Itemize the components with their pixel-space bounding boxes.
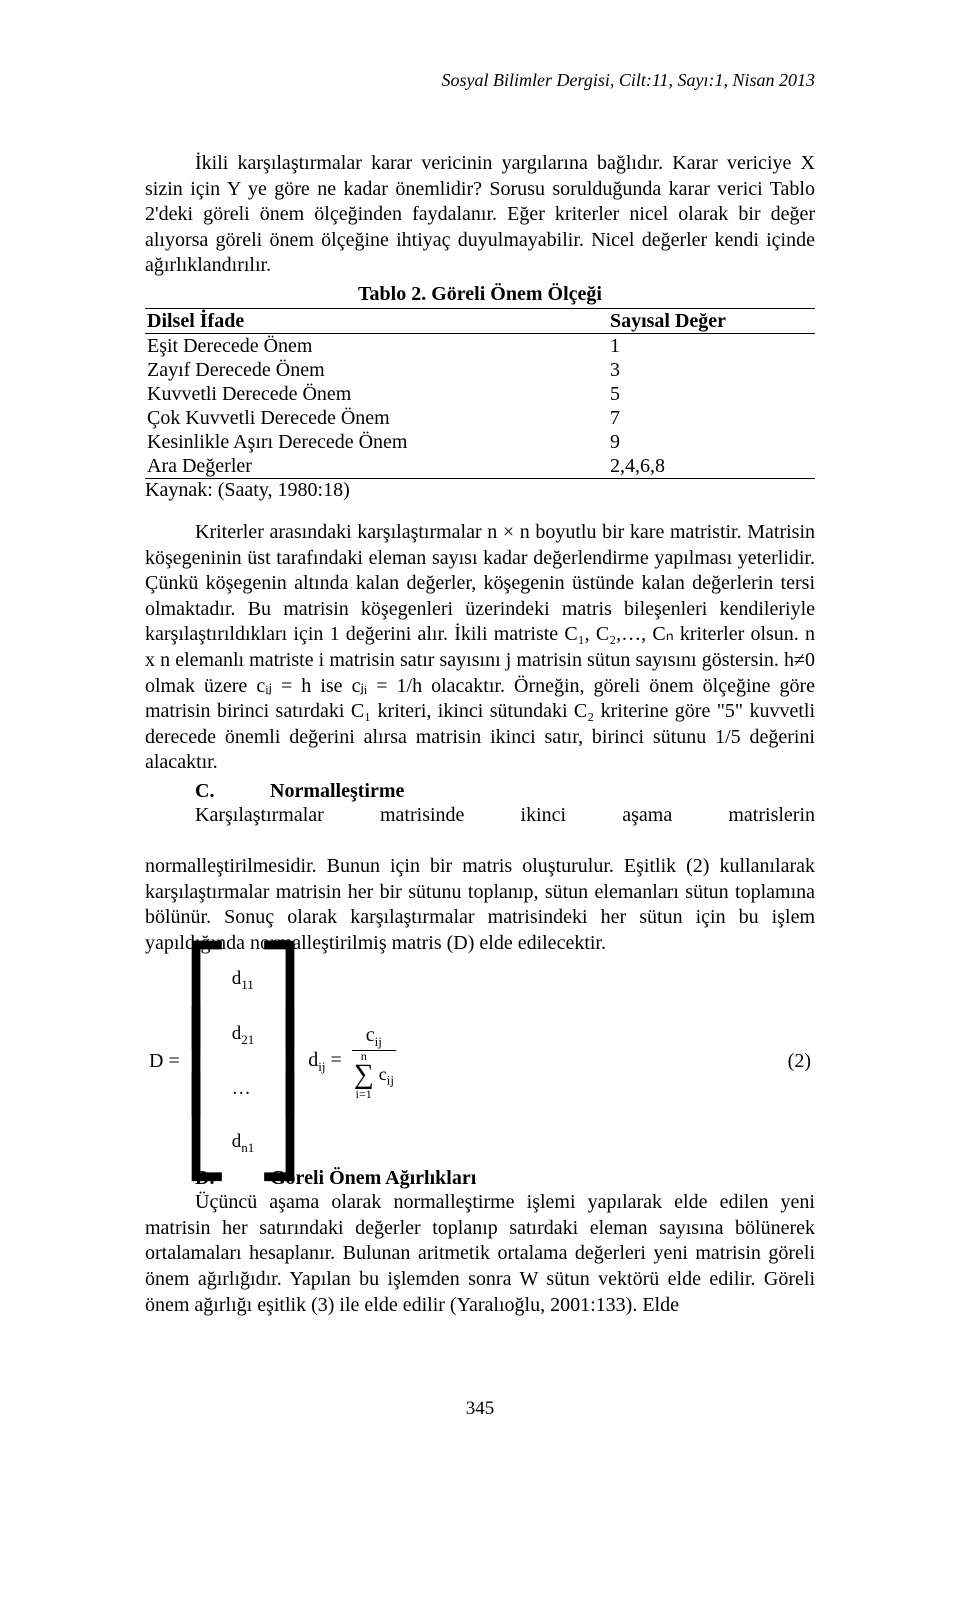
eq-lhs: D =: [145, 1050, 184, 1073]
scale-table: Dilsel İfade Sayısal Değer Eşit Derecede…: [145, 308, 815, 479]
table-row: Çok Kuvvetli Derecede Önem 7: [145, 406, 815, 430]
body-paragraph: Kriterler arasındaki karşılaştırmalar n …: [145, 520, 815, 776]
norm-para-line1: Karşılaştırmalar matrisinde ikinci aşama…: [145, 803, 815, 854]
row-value: 7: [520, 406, 815, 430]
matrix-cell: dn1: [232, 1131, 255, 1155]
col-header-value: Sayısal Değer: [520, 308, 815, 333]
left-bracket-icon: ⎡⎢⎣: [184, 962, 230, 1161]
journal-page: Sosyal Bilimler Dergisi, Cilt:11, Sayı:1…: [0, 0, 960, 1460]
row-value: 9: [520, 430, 815, 454]
equation-2: D = ⎡⎢⎣ d11 d21 … dn1 ⎤⎥⎦ dij = cij n ∑: [145, 962, 815, 1161]
row-label: Eşit Derecede Önem: [145, 333, 520, 358]
fraction-den: n ∑ i=1 cij: [352, 1050, 396, 1101]
fraction-num: cij: [364, 1024, 384, 1050]
section-title: Göreli Önem Ağırlıkları: [270, 1167, 476, 1189]
row-label: Kesinlikle Aşırı Derecede Önem: [145, 430, 520, 454]
table-row: Kesinlikle Aşırı Derecede Önem 9: [145, 430, 815, 454]
table-row: Ara Değerler 2,4,6,8: [145, 454, 815, 479]
page-number: 345: [145, 1398, 815, 1420]
row-value: 1: [520, 333, 815, 358]
section-letter: D.: [145, 1167, 265, 1190]
summation-icon: n ∑ i=1: [354, 1051, 374, 1101]
fraction: cij n ∑ i=1 cij: [352, 1024, 396, 1101]
matrix-cell: …: [232, 1078, 255, 1101]
row-value: 3: [520, 358, 815, 382]
table-source: Kaynak: (Saaty, 1980:18): [145, 479, 815, 502]
table-row: Zayıf Derecede Önem 3: [145, 358, 815, 382]
section-d-heading: D. Göreli Önem Ağırlıkları: [145, 1167, 815, 1190]
right-bracket-icon: ⎤⎥⎦: [256, 962, 302, 1161]
running-header: Sosyal Bilimler Dergisi, Cilt:11, Sayı:1…: [145, 70, 815, 91]
matrix-cell: d11: [232, 968, 255, 992]
col-header-label: Dilsel İfade: [145, 308, 520, 333]
section-letter: C.: [145, 780, 265, 803]
row-label: Zayıf Derecede Önem: [145, 358, 520, 382]
table-row: Kuvvetli Derecede Önem 5: [145, 382, 815, 406]
row-label: Ara Değerler: [145, 454, 520, 479]
row-label: Çok Kuvvetli Derecede Önem: [145, 406, 520, 430]
weight-paragraph: Üçüncü aşama olarak normalleştirme işlem…: [145, 1190, 815, 1318]
table-header-row: Dilsel İfade Sayısal Değer: [145, 308, 815, 333]
column-vector: ⎡⎢⎣ d11 d21 … dn1 ⎤⎥⎦: [184, 962, 303, 1161]
intro-paragraph: İkili karşılaştırmalar karar vericinin y…: [145, 151, 815, 279]
table-row: Eşit Derecede Önem 1: [145, 333, 815, 358]
row-label: Kuvvetli Derecede Önem: [145, 382, 520, 406]
equation-number: (2): [788, 1050, 815, 1073]
table-title: Tablo 2. Göreli Önem Ölçeği: [145, 283, 815, 306]
row-value: 5: [520, 382, 815, 406]
section-c-heading: C. Normalleştirme: [145, 780, 815, 803]
matrix-cell: d21: [232, 1023, 255, 1047]
eq-mid: dij =: [308, 1049, 342, 1075]
section-title: Normalleştirme: [270, 780, 404, 802]
norm-para-rest: normalleştirilmesidir. Bunun için bir ma…: [145, 854, 815, 956]
row-value: 2,4,6,8: [520, 454, 815, 479]
